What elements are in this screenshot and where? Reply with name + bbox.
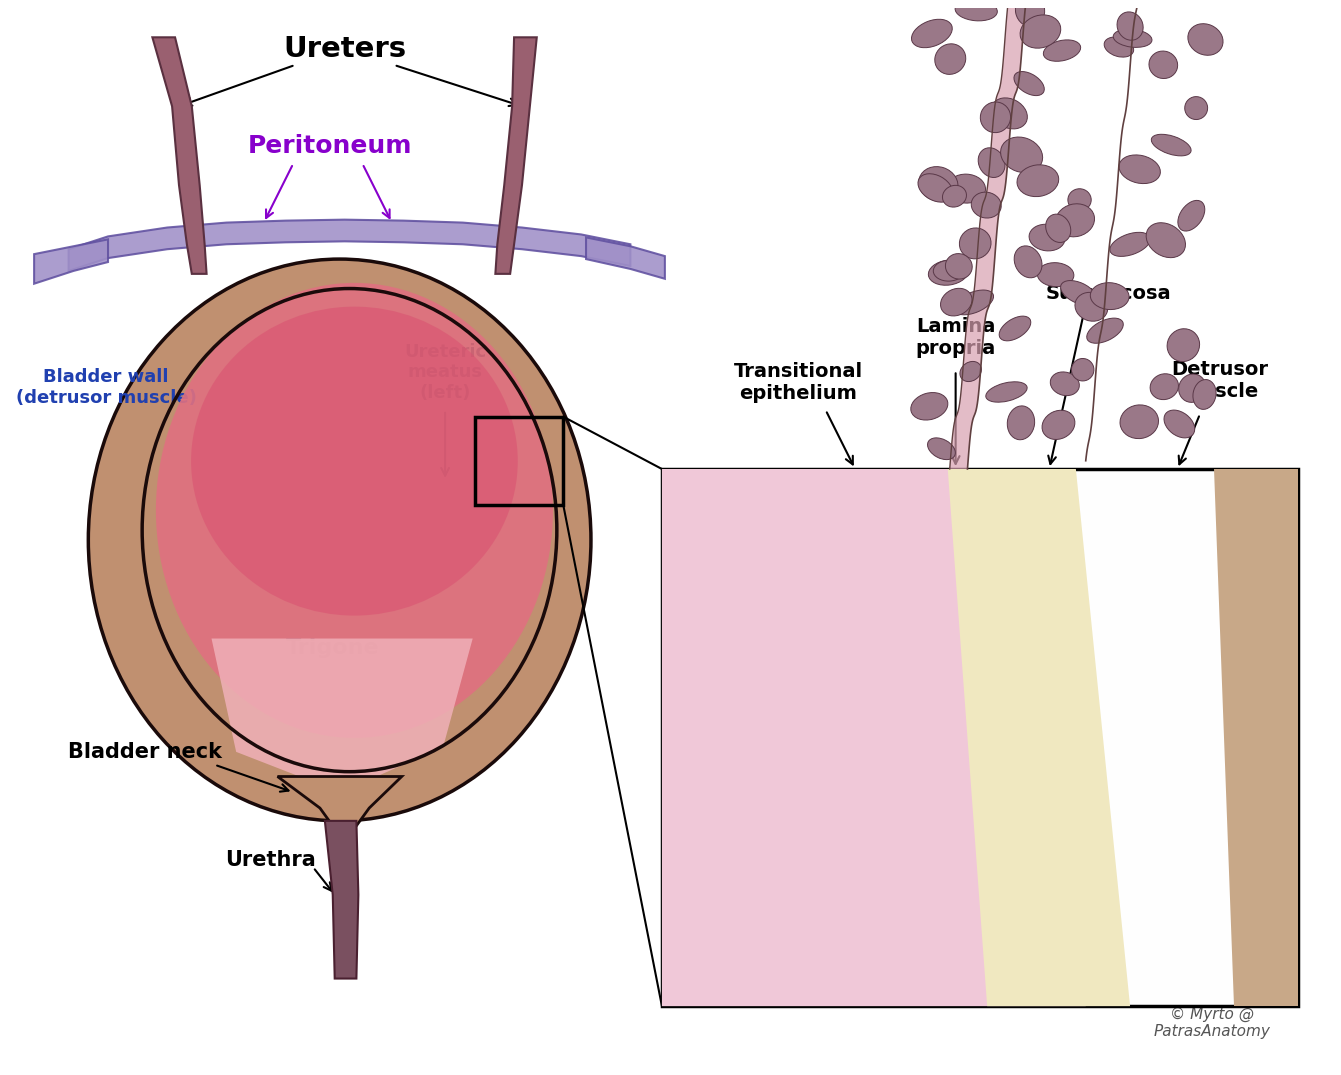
Ellipse shape bbox=[1007, 406, 1035, 440]
Ellipse shape bbox=[1104, 37, 1133, 57]
Ellipse shape bbox=[928, 438, 955, 460]
Ellipse shape bbox=[971, 192, 1002, 218]
Ellipse shape bbox=[1061, 281, 1097, 305]
Text: Lamina
propria: Lamina propria bbox=[916, 317, 996, 358]
Ellipse shape bbox=[1179, 374, 1206, 402]
Ellipse shape bbox=[1029, 225, 1065, 250]
Ellipse shape bbox=[959, 228, 991, 259]
Ellipse shape bbox=[1071, 358, 1094, 381]
Ellipse shape bbox=[919, 174, 953, 202]
Ellipse shape bbox=[1152, 134, 1191, 156]
Ellipse shape bbox=[1177, 200, 1204, 231]
Polygon shape bbox=[278, 776, 402, 826]
Ellipse shape bbox=[947, 174, 986, 203]
Ellipse shape bbox=[1016, 164, 1058, 197]
Polygon shape bbox=[325, 821, 358, 978]
Ellipse shape bbox=[1151, 374, 1179, 400]
Ellipse shape bbox=[1193, 379, 1216, 410]
Text: Bladder wall
(detrusor muscle): Bladder wall (detrusor muscle) bbox=[16, 368, 197, 406]
Polygon shape bbox=[153, 38, 207, 274]
Ellipse shape bbox=[1043, 40, 1081, 61]
Ellipse shape bbox=[1120, 405, 1159, 439]
Text: Detrusor
muscle: Detrusor muscle bbox=[1171, 360, 1269, 401]
Ellipse shape bbox=[1000, 137, 1042, 173]
Ellipse shape bbox=[1164, 410, 1195, 438]
Ellipse shape bbox=[1014, 72, 1045, 96]
Ellipse shape bbox=[1075, 292, 1108, 321]
Text: Trigone: Trigone bbox=[286, 639, 380, 658]
Ellipse shape bbox=[960, 361, 982, 382]
Ellipse shape bbox=[940, 288, 972, 316]
Ellipse shape bbox=[1014, 246, 1042, 277]
Ellipse shape bbox=[955, 0, 998, 20]
Text: Urethra: Urethra bbox=[225, 850, 316, 871]
Ellipse shape bbox=[953, 290, 994, 315]
Polygon shape bbox=[34, 240, 109, 284]
Ellipse shape bbox=[1046, 214, 1070, 243]
Ellipse shape bbox=[1021, 15, 1061, 48]
Ellipse shape bbox=[933, 260, 964, 282]
Ellipse shape bbox=[1054, 0, 1085, 1]
Ellipse shape bbox=[912, 19, 952, 47]
Ellipse shape bbox=[190, 306, 518, 616]
Polygon shape bbox=[495, 38, 536, 274]
Ellipse shape bbox=[1067, 189, 1092, 211]
Ellipse shape bbox=[911, 392, 948, 420]
Ellipse shape bbox=[980, 102, 1011, 132]
Text: Ureters: Ureters bbox=[283, 35, 406, 63]
Ellipse shape bbox=[1042, 411, 1075, 440]
Polygon shape bbox=[662, 469, 1086, 1006]
Ellipse shape bbox=[1055, 204, 1094, 236]
Bar bbox=[475, 417, 563, 505]
Text: Bladder neck: Bladder neck bbox=[68, 742, 223, 762]
Ellipse shape bbox=[943, 185, 967, 207]
Ellipse shape bbox=[999, 316, 1031, 341]
Ellipse shape bbox=[1117, 12, 1143, 40]
Ellipse shape bbox=[919, 167, 957, 201]
Ellipse shape bbox=[156, 283, 552, 737]
Ellipse shape bbox=[1188, 24, 1223, 55]
Text: © Myrto @
PatrasAnatomy: © Myrto @ PatrasAnatomy bbox=[1153, 1006, 1270, 1040]
Ellipse shape bbox=[1086, 318, 1124, 343]
Ellipse shape bbox=[978, 147, 1004, 177]
Ellipse shape bbox=[1118, 155, 1160, 184]
Ellipse shape bbox=[986, 382, 1027, 402]
Ellipse shape bbox=[1038, 262, 1074, 287]
Bar bbox=[662, 469, 1298, 1006]
Ellipse shape bbox=[1050, 372, 1080, 396]
Polygon shape bbox=[1214, 469, 1298, 1006]
Polygon shape bbox=[212, 639, 472, 786]
Ellipse shape bbox=[89, 259, 591, 821]
Ellipse shape bbox=[991, 98, 1027, 129]
Polygon shape bbox=[586, 238, 665, 278]
Polygon shape bbox=[948, 469, 1130, 1006]
Ellipse shape bbox=[945, 254, 972, 280]
Text: Submucosa: Submucosa bbox=[1046, 284, 1171, 303]
Ellipse shape bbox=[1184, 97, 1208, 119]
Ellipse shape bbox=[1110, 232, 1151, 257]
Ellipse shape bbox=[1113, 29, 1152, 47]
Ellipse shape bbox=[935, 44, 966, 74]
Polygon shape bbox=[68, 219, 630, 271]
Text: Transitional
epithelium: Transitional epithelium bbox=[734, 362, 862, 403]
Ellipse shape bbox=[1167, 329, 1200, 361]
Ellipse shape bbox=[1015, 0, 1045, 27]
Ellipse shape bbox=[1090, 283, 1129, 310]
Text: Ureteric
meatus
(left): Ureteric meatus (left) bbox=[404, 343, 487, 402]
Ellipse shape bbox=[1147, 223, 1185, 258]
Ellipse shape bbox=[928, 260, 968, 285]
Text: Peritoneum: Peritoneum bbox=[248, 133, 412, 158]
Ellipse shape bbox=[1149, 51, 1177, 78]
